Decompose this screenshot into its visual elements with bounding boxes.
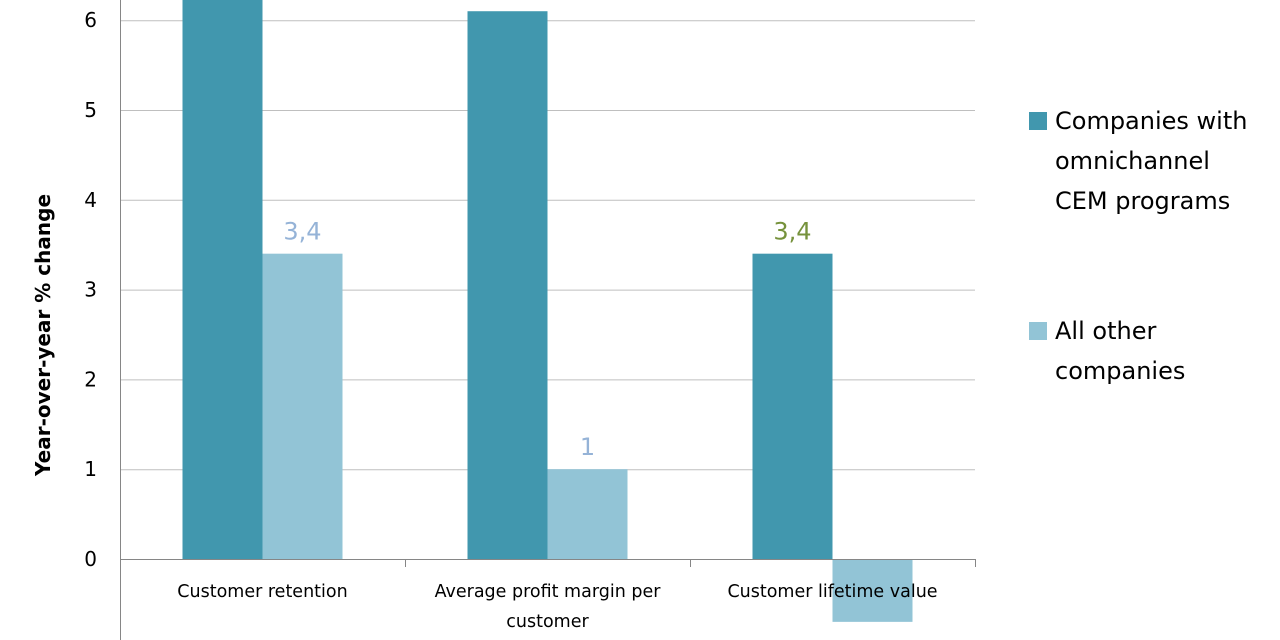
y-tick-label: 5: [84, 98, 97, 122]
data-label: 3,4: [773, 218, 811, 246]
x-category-label: Customer retention: [177, 582, 347, 602]
bar-series-1: [752, 253, 833, 559]
bar-series-2: [262, 253, 343, 559]
legend-label: Companies with: [1055, 107, 1247, 135]
bar-series-2: [547, 469, 628, 559]
bar-series-2: [832, 559, 913, 622]
y-tick-label: 1: [84, 457, 97, 481]
bar-series-1: [182, 0, 263, 559]
legend-swatch: [1029, 322, 1047, 340]
x-category-label: customer: [506, 612, 589, 632]
legend-label: All other: [1055, 317, 1156, 345]
x-category-label: Customer lifetime value: [727, 582, 937, 602]
y-tick-label: 3: [84, 278, 97, 302]
legend-label: companies: [1055, 357, 1185, 385]
legend-label: CEM programs: [1055, 187, 1230, 215]
y-tick-label: 2: [84, 367, 97, 391]
bar-series-1: [467, 11, 548, 560]
y-tick-label: 0: [84, 547, 97, 571]
y-tick-label: 6: [84, 8, 97, 32]
data-label: 1: [580, 433, 595, 461]
y-tick-label: 4: [84, 188, 97, 212]
y-tick-label: -1: [77, 637, 97, 640]
data-label: 3,4: [283, 218, 321, 246]
legend-label: omnichannel: [1055, 147, 1210, 175]
y-axis-title: Year-over-year % change: [31, 194, 55, 477]
x-category-label: Average profit margin per: [435, 582, 662, 602]
legend-swatch: [1029, 112, 1047, 130]
